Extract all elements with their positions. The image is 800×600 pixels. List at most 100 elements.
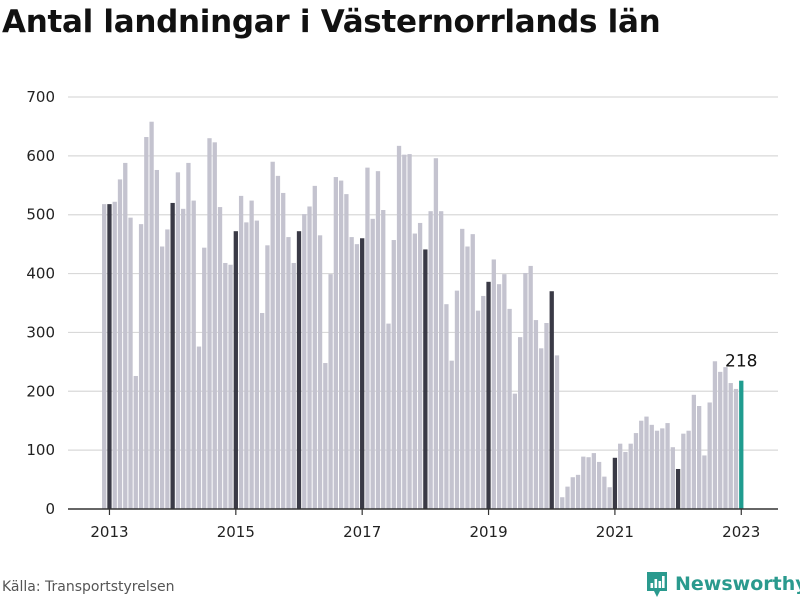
bar [512, 393, 518, 509]
bar [612, 457, 618, 509]
bar [117, 179, 123, 509]
bar [138, 224, 144, 509]
y-axis-labels: 0 100 200 300 400 500 600 700 [26, 88, 55, 518]
newsworthy-logo-icon [647, 572, 667, 597]
bar [154, 169, 159, 510]
bar [412, 233, 417, 510]
bar [602, 476, 607, 509]
bar [191, 200, 196, 509]
bar [423, 249, 428, 509]
bar [491, 259, 496, 509]
bar [575, 474, 581, 509]
bar [554, 355, 560, 509]
bar [686, 430, 691, 509]
bar [718, 371, 723, 509]
bar [475, 310, 481, 509]
bar [381, 210, 386, 509]
bar [439, 211, 444, 509]
y-tick-label: 200 [26, 382, 55, 400]
bar [165, 229, 170, 509]
x-tick-label: 2015 [217, 523, 255, 541]
bar [202, 247, 207, 510]
bar [433, 158, 439, 509]
chart-title: Antal landningar i Västernorrlands län [2, 4, 661, 40]
bar [144, 137, 149, 509]
bar [728, 383, 733, 509]
bar [333, 177, 339, 510]
bar [502, 274, 507, 509]
brand-name: Newsworthy [675, 573, 800, 595]
bar [365, 167, 370, 509]
bar [354, 244, 360, 509]
bar [528, 265, 533, 509]
bar [454, 290, 460, 509]
bar [107, 204, 112, 509]
bars [102, 121, 744, 510]
bar [159, 246, 165, 509]
bar [496, 284, 502, 509]
bar [702, 455, 707, 509]
bar [175, 172, 181, 509]
latest-value-label: 218 [725, 352, 757, 372]
bar [260, 313, 265, 509]
brand-logo[interactable]: Newsworthy [645, 570, 800, 598]
bar [486, 281, 491, 509]
bar [570, 477, 575, 509]
bar [623, 451, 628, 509]
bar [723, 367, 728, 509]
y-tick-label: 400 [26, 265, 55, 283]
annotations: 218 [725, 352, 757, 372]
bar [317, 235, 323, 509]
bar [449, 360, 454, 509]
bar [465, 246, 470, 509]
bar [649, 424, 654, 509]
y-tick-label: 0 [45, 500, 55, 518]
bar [344, 194, 349, 510]
bar [281, 192, 286, 509]
bar [181, 208, 186, 509]
bar [112, 201, 117, 509]
bar [565, 486, 570, 509]
bar [591, 453, 596, 509]
bar [170, 202, 175, 509]
bar [607, 487, 612, 509]
y-tick-label: 500 [26, 206, 55, 224]
source-note: Källa: Transportstyrelsen [2, 579, 175, 595]
bar [417, 222, 423, 509]
bar [402, 154, 407, 509]
x-tick-label: 2017 [343, 523, 381, 541]
bar [217, 207, 223, 509]
bar [102, 204, 107, 509]
bar [407, 154, 412, 509]
bar [470, 234, 475, 509]
bar [370, 218, 375, 509]
bar [254, 220, 260, 509]
x-tick-label: 2013 [90, 523, 128, 541]
bar [128, 217, 133, 509]
bar [586, 457, 591, 509]
bar [360, 238, 365, 509]
bar [481, 295, 486, 509]
bar [428, 211, 433, 509]
bar [386, 323, 391, 509]
bar [596, 461, 602, 509]
bar [444, 304, 449, 509]
bar [265, 245, 270, 509]
bar [149, 121, 154, 509]
x-tick-label: 2021 [596, 523, 634, 541]
bar [707, 402, 712, 509]
bar [186, 162, 191, 510]
bar [712, 361, 718, 509]
x-tick-label: 2023 [722, 523, 760, 541]
bar [675, 468, 681, 509]
bar [460, 228, 465, 509]
bar [275, 175, 281, 509]
y-tick-label: 100 [26, 441, 55, 459]
bar [328, 274, 333, 509]
bar [270, 161, 275, 510]
bar [207, 138, 212, 509]
bar [549, 291, 554, 509]
bar [296, 231, 302, 509]
bar [644, 416, 649, 509]
